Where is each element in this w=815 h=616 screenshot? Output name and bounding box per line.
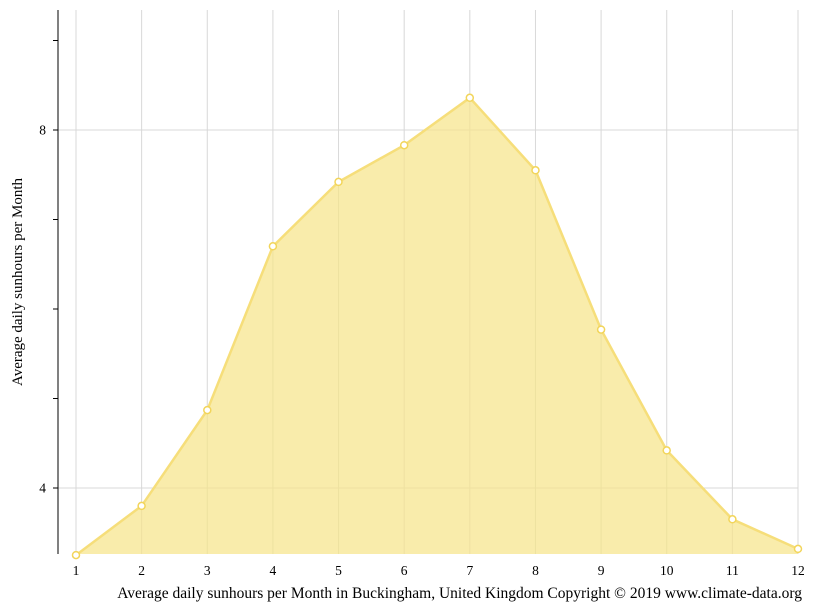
x-tick-label: 10 (660, 563, 674, 578)
area-fill (76, 97, 798, 556)
series-line (75, 96, 799, 557)
x-tick-label: 5 (335, 563, 342, 578)
data-point (203, 405, 212, 415)
y-tick-label: 8 (39, 123, 46, 138)
x-tick-label: 2 (138, 563, 145, 578)
x-tick-label: 1 (73, 563, 80, 578)
data-point (268, 242, 278, 251)
data-point (662, 446, 671, 455)
data-point (465, 93, 475, 103)
axes (53, 10, 59, 554)
y-tick-label: 4 (39, 481, 46, 496)
data-point (71, 550, 81, 560)
x-tick-label: 11 (726, 563, 739, 578)
y-axis-title: Average daily sunhours per Month (10, 178, 26, 387)
data-point (531, 166, 540, 175)
x-tick-label: 4 (270, 563, 277, 578)
x-tick-label: 9 (598, 563, 605, 578)
data-point (728, 515, 737, 524)
area-series (75, 96, 799, 557)
x-tick-label: 7 (466, 563, 473, 578)
x-tick-label: 12 (791, 563, 805, 578)
data-points (71, 93, 803, 560)
x-tick-label: 3 (204, 563, 211, 578)
data-point (596, 325, 606, 334)
data-point (793, 544, 803, 554)
data-point (137, 501, 146, 511)
x-tick-label: 8 (532, 563, 539, 578)
x-tick-label: 6 (401, 563, 408, 578)
data-point (399, 140, 409, 150)
chart-caption: Average daily sunhours per Month in Buck… (117, 585, 802, 602)
data-point (334, 177, 343, 187)
